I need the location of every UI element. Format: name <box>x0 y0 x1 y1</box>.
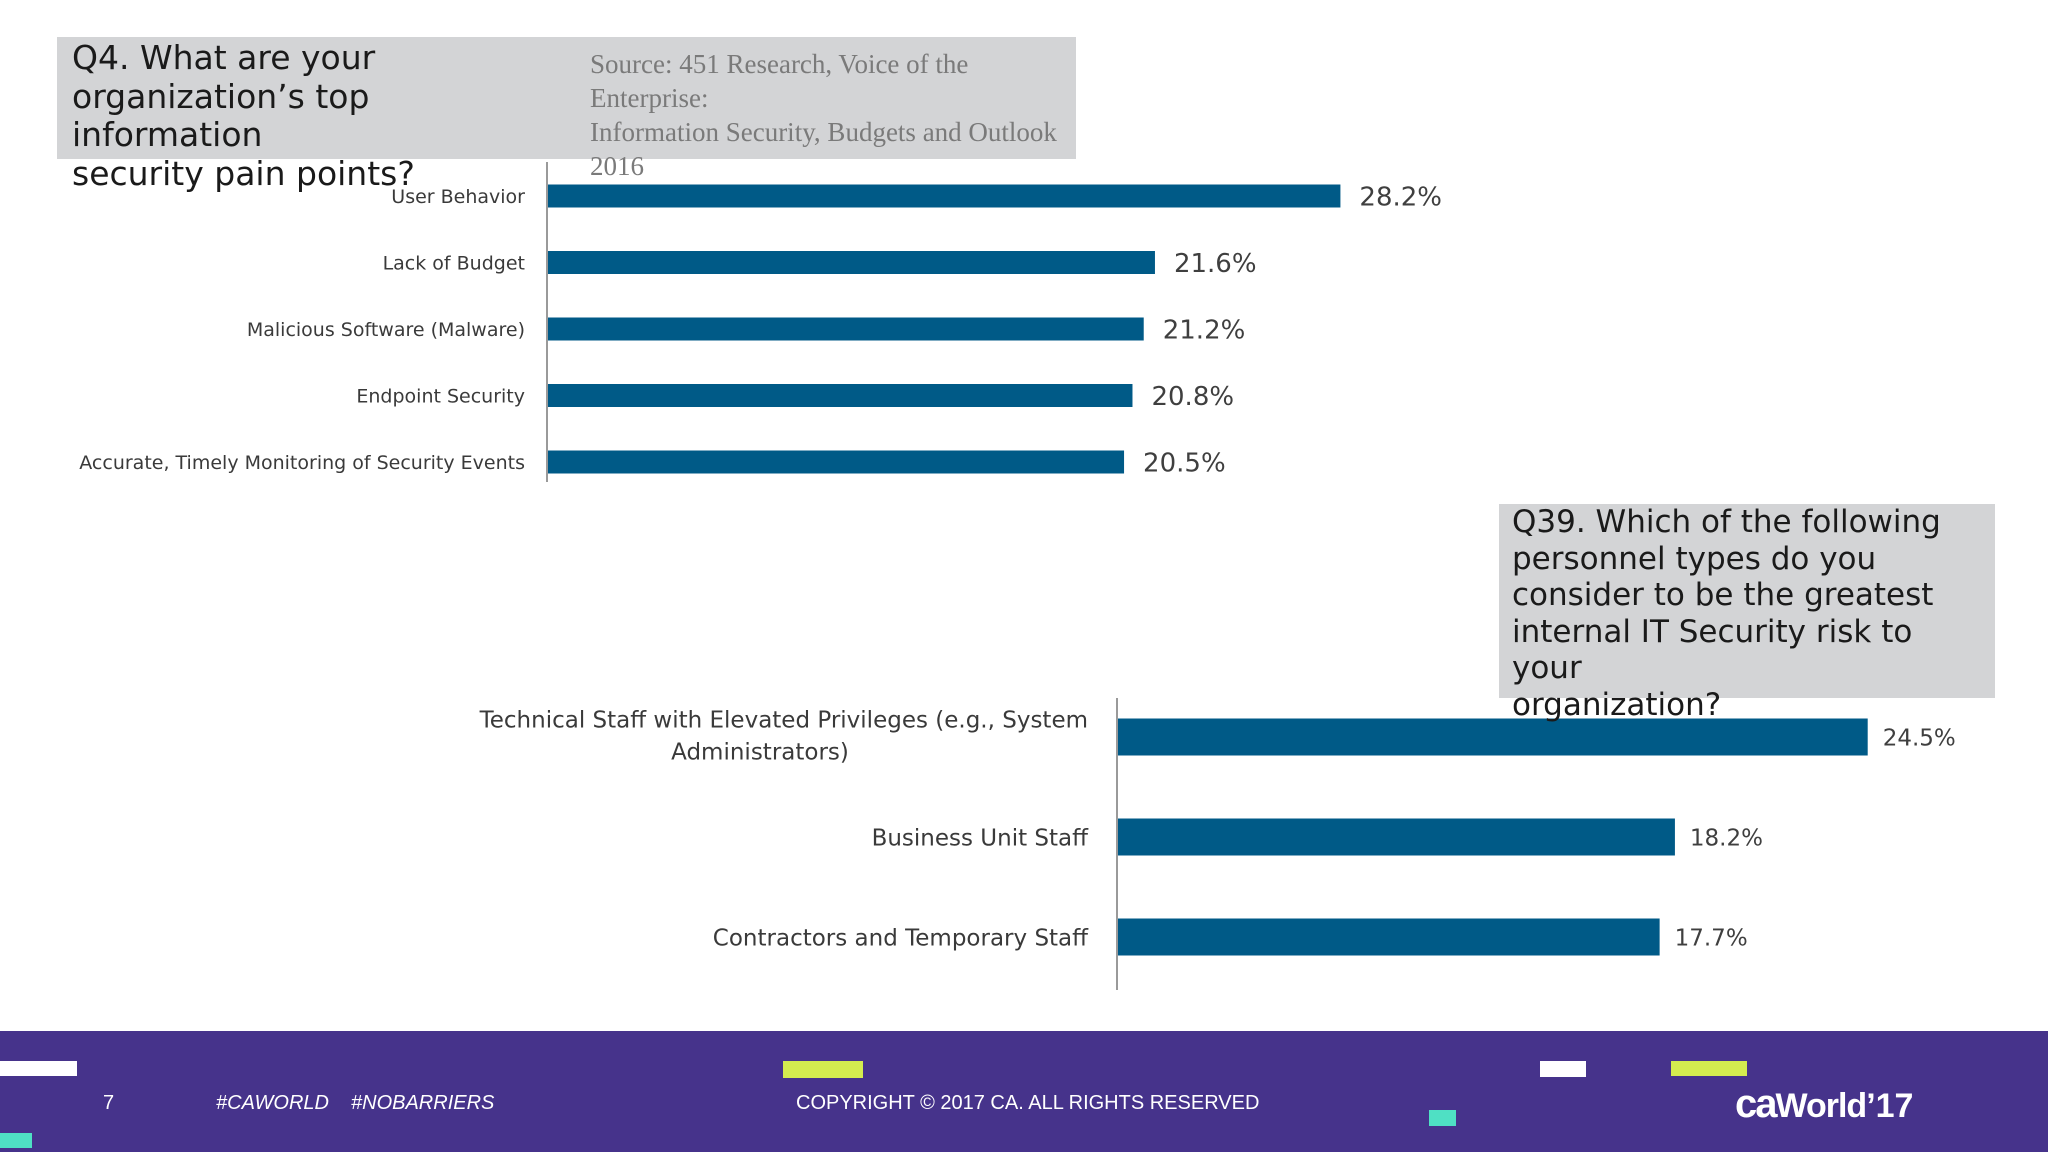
page-number: 7 <box>103 1092 115 1114</box>
data-label: 21.2% <box>1163 315 1246 345</box>
logo-ca: ca <box>1735 1082 1777 1126</box>
charts-canvas: 28.2% User Behavior 21.6% Lack of Budget 21.… <box>79 162 1956 990</box>
hashtag-nobarriers: #NOBARRIERS <box>351 1092 495 1114</box>
q39-title-line: consider to be the greatest <box>1512 577 1934 613</box>
source-line: 2016 <box>590 151 644 181</box>
source-line: Source: 451 Research, Voice of the Enter… <box>590 49 969 113</box>
ca-world-logo: caWorld’17 <box>1735 1082 1913 1127</box>
q39-title-line: organization? <box>1512 686 1722 723</box>
bar <box>548 317 1144 341</box>
category-label: Endpoint Security <box>356 385 525 407</box>
footer-deco-white-bar <box>0 1061 77 1076</box>
logo-year: ’17 <box>1866 1087 1914 1125</box>
q39-bar-chart: 24.5% Technical Staff with Elevated Privi… <box>479 698 1956 990</box>
data-label: 17.7% <box>1675 925 1748 951</box>
q39-title-line: personnel types do you <box>1512 540 1877 577</box>
category-label: Accurate, Timely Monitoring of Security … <box>79 452 525 474</box>
data-label: 21.6% <box>1174 249 1257 279</box>
footer-deco-teal-block <box>0 1133 32 1148</box>
footer-deco-teal-block <box>1429 1110 1456 1126</box>
category-label: Contractors and Temporary Staff <box>713 925 1089 951</box>
footer-deco-lime-bar <box>1671 1061 1747 1076</box>
footer-bar <box>0 1031 2048 1152</box>
q4-title-line: Q4. What are your <box>72 38 376 77</box>
q4-title-line: organization’s top information <box>72 76 370 154</box>
q39-title-line: internal IT Security risk to your <box>1512 613 1913 687</box>
q4-bar-chart: 28.2% User Behavior 21.6% Lack of Budget 21.… <box>79 162 1442 482</box>
footer-deco-lime-bar <box>783 1061 863 1078</box>
category-label: Technical Staff with Elevated Privileges… <box>479 707 1088 733</box>
data-label: 18.2% <box>1690 825 1763 851</box>
footer-deco-white-bar <box>1540 1061 1586 1077</box>
bar <box>1118 718 1868 756</box>
hashtag-caworld: #CAWORLD <box>216 1092 329 1114</box>
q39-title-line: Q39. Which of the following <box>1512 504 1941 540</box>
q4-question-box: Q4. What are your organization’s top inf… <box>57 37 580 192</box>
data-label: 20.5% <box>1143 448 1226 478</box>
logo-world: World <box>1775 1087 1868 1125</box>
category-label: Business Unit Staff <box>872 825 1090 851</box>
source-line: Information Security, Budgets and Outloo… <box>590 117 1057 147</box>
bar <box>548 184 1341 208</box>
bar <box>548 450 1125 474</box>
source-box: Source: 451 Research, Voice of the Enter… <box>580 37 1076 181</box>
data-label: 24.5% <box>1883 725 1956 751</box>
bar <box>1118 818 1675 856</box>
category-label: Lack of Budget <box>383 252 525 274</box>
q4-title-line: security pain points? <box>72 153 415 193</box>
data-label: 28.2% <box>1359 182 1442 212</box>
bar <box>548 384 1133 407</box>
bar <box>1118 918 1660 956</box>
category-label: Malicious Software (Malware) <box>247 319 525 341</box>
q39-question-box: Q39. Which of the following personnel ty… <box>1499 504 1995 723</box>
bar <box>548 251 1155 274</box>
data-label: 20.8% <box>1151 382 1234 412</box>
category-label: User Behavior <box>391 186 525 208</box>
category-label: Administrators) <box>671 739 849 765</box>
copyright-text: COPYRIGHT © 2017 CA. ALL RIGHTS RESERVED <box>796 1092 1260 1114</box>
